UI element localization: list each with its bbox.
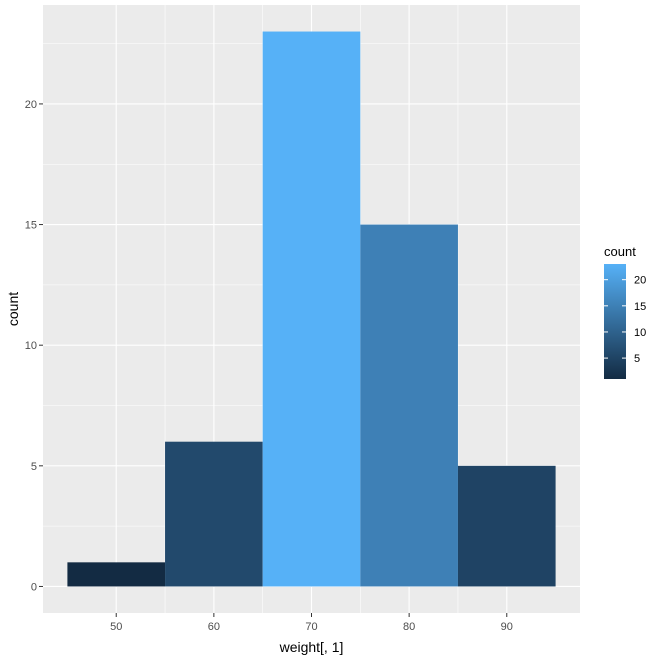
y-tick-label: 20	[25, 99, 37, 111]
histogram-bar	[360, 224, 458, 587]
legend-colorbar	[604, 264, 626, 379]
y-tick-label: 0	[31, 581, 37, 593]
legend-tick-label: 5	[634, 353, 640, 365]
x-tick-label: 70	[305, 621, 317, 633]
legend-tick-label: 20	[634, 275, 646, 287]
y-tick-label: 10	[25, 340, 37, 352]
y-tick-label: 15	[25, 220, 37, 232]
y-axis-ticks: 0 5 10 15 20	[25, 99, 43, 593]
y-axis-title: count	[5, 292, 21, 326]
histogram-bar	[67, 562, 166, 587]
legend: count 5 10 15 20	[604, 244, 646, 379]
x-tick-label: 90	[501, 621, 513, 633]
bars	[67, 31, 556, 587]
x-axis-ticks: 50 60 70 80 90	[110, 613, 513, 633]
x-axis-title: weight[, 1]	[279, 639, 344, 655]
x-tick-label: 80	[403, 621, 415, 633]
histogram-bar	[165, 441, 263, 587]
legend-tick-label: 15	[634, 301, 646, 313]
x-tick-label: 50	[110, 621, 122, 633]
legend-title: count	[604, 244, 636, 259]
histogram-bar	[262, 31, 361, 587]
y-tick-label: 5	[31, 461, 37, 473]
histogram-bar	[457, 465, 556, 587]
legend-ticks: 5 10 15 20	[604, 275, 646, 365]
x-tick-label: 60	[208, 621, 220, 633]
legend-tick-label: 10	[634, 327, 646, 339]
